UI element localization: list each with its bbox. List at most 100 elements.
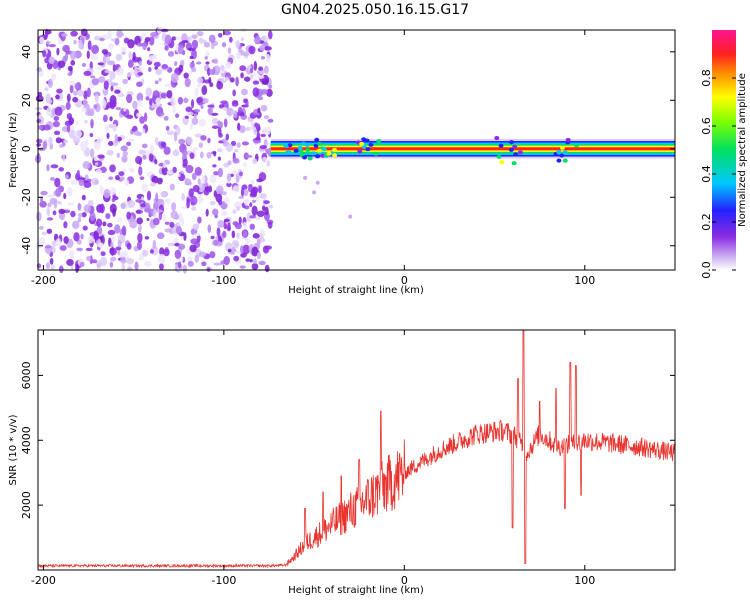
noise-mark (198, 142, 204, 149)
noise-mark (175, 36, 181, 41)
noise-mark (204, 56, 208, 60)
y-tick-label: -40 (20, 237, 33, 255)
noise-mark (171, 202, 177, 212)
disturbance-mark (283, 144, 289, 149)
noise-mark (76, 89, 84, 97)
colorbar-tick-label: 0.4 (700, 165, 713, 183)
noise-mark (83, 180, 92, 189)
noise-mark (84, 119, 88, 124)
noise-mark (174, 249, 182, 259)
noise-mark (257, 75, 265, 79)
noise-mark (59, 245, 67, 251)
noise-mark (90, 118, 94, 129)
noise-mark (153, 217, 160, 226)
x-tick-label: 0 (401, 274, 408, 287)
noise-mark (151, 175, 159, 184)
snr-series-line (37, 329, 676, 569)
noise-mark (122, 150, 129, 157)
noise-mark (77, 202, 82, 211)
noise-mark (260, 104, 268, 112)
noise-mark (118, 171, 125, 177)
noise-mark (163, 146, 171, 155)
noise-mark (53, 115, 60, 121)
noise-mark (266, 88, 273, 98)
noise-mark (154, 80, 159, 85)
noise-mark (121, 46, 127, 53)
noise-mark (83, 90, 88, 100)
noise-mark (165, 125, 170, 131)
noise-mark (216, 227, 221, 237)
noise-mark (56, 47, 60, 56)
noise-mark (106, 101, 112, 109)
noise-mark (244, 154, 253, 159)
noise-mark (42, 141, 48, 150)
noise-mark (252, 72, 257, 78)
noise-mark (86, 255, 92, 262)
noise-mark (259, 44, 266, 51)
noise-mark (48, 44, 56, 48)
noise-mark (230, 140, 237, 147)
noise-mark (35, 95, 44, 103)
y-tick-label: 4000 (20, 426, 33, 454)
noise-mark (90, 52, 98, 61)
noise-mark (39, 36, 45, 45)
noise-mark (196, 31, 204, 37)
noise-mark (36, 263, 42, 269)
noise-mark (58, 208, 66, 214)
noise-mark (169, 221, 175, 228)
noise-mark (217, 219, 225, 228)
noise-mark (109, 116, 113, 122)
noise-mark (36, 118, 42, 124)
noise-mark (52, 210, 57, 216)
noise-mark (50, 164, 59, 169)
noise-mark (105, 212, 111, 220)
noise-mark (172, 105, 176, 114)
noise-mark (138, 166, 143, 176)
noise-mark (138, 60, 143, 67)
noise-mark (114, 89, 121, 94)
disturbance-mark (316, 141, 322, 146)
noise-mark (99, 256, 108, 267)
noise-mark (259, 144, 267, 150)
noise-mark (126, 258, 135, 265)
noise-mark (84, 174, 89, 181)
disturbance-mark (565, 137, 571, 142)
noise-mark (256, 240, 261, 249)
noise-mark (119, 176, 125, 182)
noise-mark (135, 199, 143, 203)
noise-mark (207, 137, 211, 144)
noise-mark (182, 158, 188, 167)
disturbance-mark (511, 161, 517, 166)
noise-mark (148, 55, 155, 62)
noise-mark (70, 30, 78, 37)
noise-mark (252, 87, 260, 97)
noise-mark (148, 67, 152, 72)
noise-mark (162, 213, 167, 223)
noise-mark (257, 107, 261, 114)
noise-mark (82, 161, 91, 169)
noise-mark (223, 218, 230, 223)
noise-mark (174, 242, 180, 247)
disturbance-mark (361, 137, 367, 142)
noise-mark (138, 149, 147, 155)
noise-mark (111, 235, 116, 243)
noise-mark (171, 36, 177, 41)
noise-mark (241, 141, 250, 146)
x-tick-label: -100 (211, 574, 236, 587)
disturbance-mark (509, 140, 515, 145)
noise-mark (47, 202, 52, 208)
disturbance-mark (313, 143, 319, 148)
noise-mark (127, 39, 135, 49)
noise-mark (185, 106, 193, 113)
disturbance-mark (297, 145, 303, 150)
noise-mark (191, 39, 199, 50)
noise-mark (100, 251, 106, 257)
noise-mark (136, 66, 145, 71)
noise-mark (265, 53, 271, 63)
noise-mark (164, 45, 169, 51)
noise-mark (252, 158, 258, 164)
noise-mark (213, 262, 221, 266)
noise-mark (161, 166, 168, 176)
noise-mark (87, 199, 94, 206)
noise-mark (218, 132, 223, 138)
